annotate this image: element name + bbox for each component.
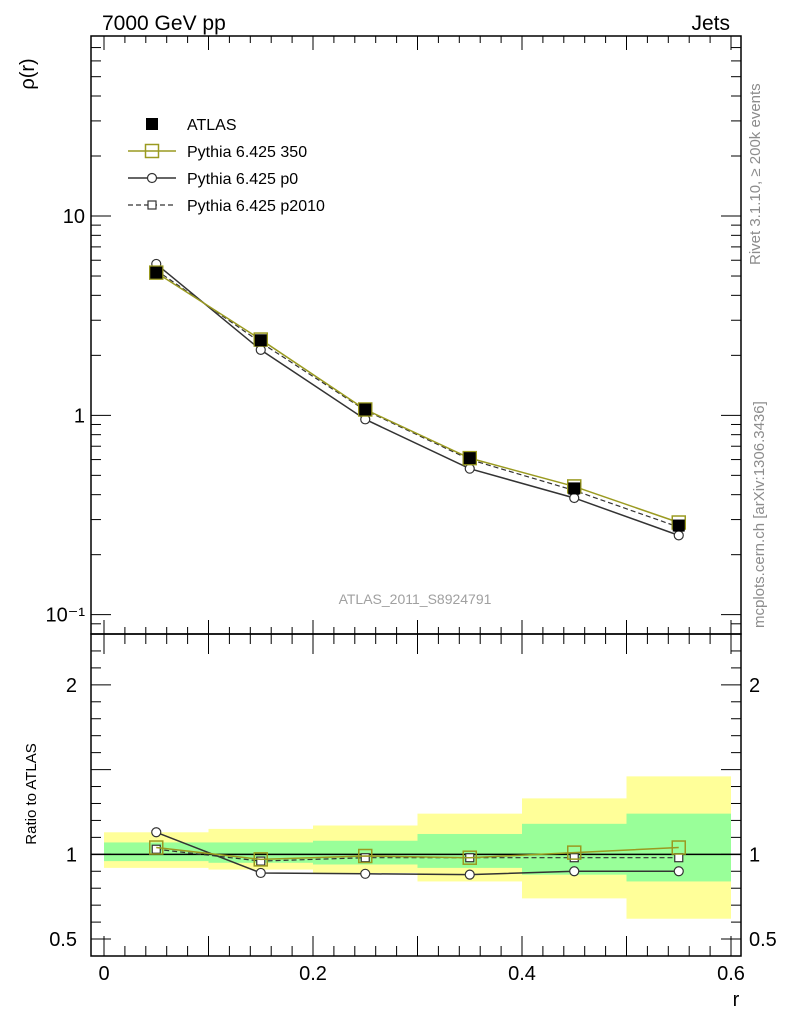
ratio-series-line-pythia350 <box>156 846 679 861</box>
ratio-point-pythia_p0-0 <box>151 827 162 838</box>
ratio-y-tick-label-right: 2 <box>749 675 760 697</box>
ratio-point-pythia350-2 <box>358 848 373 864</box>
ratio-point-pythia_p0-2 <box>360 868 371 879</box>
mcplots-label: mcplots.cern.ch [arXiv:1306.3436] <box>751 401 768 628</box>
main-point-pythia_p0-4 <box>569 492 580 504</box>
legend-label-pythia_p2010: Pythia 6.425 p2010 <box>187 198 325 215</box>
ratio-y-tick-label-left: 2 <box>66 675 77 697</box>
ratio-y-tick-label-left: 1 <box>66 844 77 866</box>
main-plot-panel: 10 1 10⁻¹ ρ(r) ATLAS_2011_S8924791 ATLAS Py… <box>17 35 742 635</box>
ratio-point-pythia_p2010-5 <box>674 853 684 863</box>
ratio-point-pythia350-3 <box>462 850 477 865</box>
main-point-atlas-3 <box>463 452 476 465</box>
ratio-x-tick-label: 0.2 <box>299 963 327 985</box>
main-point-atlas-0 <box>150 266 163 279</box>
main-y-tick-label: 10 <box>63 206 85 228</box>
ratio-y-tick-label-right: 1 <box>749 844 760 866</box>
legend-label-atlas: ATLAS <box>187 117 237 134</box>
ratio-point-pythia_p2010-1 <box>256 856 266 866</box>
ratio-point-pythia_p0-4 <box>569 866 580 877</box>
legend-label-pythia350: Pythia 6.425 350 <box>187 144 307 161</box>
ratio-point-pythia350-0 <box>149 840 164 855</box>
header-right-title: Jets <box>691 12 730 35</box>
ratio-point-pythia350-5 <box>671 840 686 855</box>
analysis-label: ATLAS_2011_S8924791 <box>339 591 492 607</box>
legend: ATLAS Pythia 6.425 350 Pythia 6.425 p0 Pyth… <box>128 117 325 215</box>
rivet-version-label: Rivet 3.1.10, ≥ 200k events <box>747 83 764 265</box>
ratio-point-pythia_p2010-0 <box>151 844 161 854</box>
main-y-tick-label: 1 <box>74 405 85 427</box>
main-series-line-pythia350 <box>155 271 679 524</box>
main-series-line-pythia_p0 <box>155 263 680 537</box>
uncertainty-band-inner-2 <box>313 840 418 865</box>
ratio-point-pythia_p0-3 <box>464 869 475 880</box>
main-point-pythia350-2 <box>358 402 373 417</box>
header-left-title: 7000 GeV pp <box>102 12 226 35</box>
main-point-pythia_p0-3 <box>464 463 475 474</box>
x-axis-label: r <box>733 989 740 1011</box>
ratio-point-pythia_p2010-2 <box>360 853 370 863</box>
main-y-axis-label: ρ(r) <box>17 58 39 89</box>
ratio-x-tick-label: 0.4 <box>508 963 536 985</box>
ratio-x-tick-label: 0 <box>98 963 109 985</box>
main-y-tick-label: 10⁻¹ <box>46 605 86 627</box>
ratio-series-line-pythia_p2010 <box>156 848 679 862</box>
ratio-point-pythia_p0-1 <box>255 867 266 879</box>
main-point-atlas-4 <box>568 482 581 495</box>
ratio-y-axis-label: Ratio to ATLAS <box>23 743 40 844</box>
ratio-point-pythia_p0-5 <box>673 866 684 877</box>
legend-label-pythia_p0: Pythia 6.425 p0 <box>187 171 298 188</box>
main-point-atlas-5 <box>672 519 685 532</box>
legend-marker-pythia_p2010 <box>147 200 157 210</box>
ratio-point-pythia350-1 <box>253 852 268 867</box>
main-point-pythia350-3 <box>462 450 477 466</box>
ratio-x-tick-label: 0.6 <box>717 963 745 985</box>
main-point-pythia350-0 <box>149 265 164 280</box>
ratio-series-line-pythia_p0 <box>155 831 679 876</box>
ratio-point-pythia350-4 <box>567 845 582 860</box>
main-point-atlas-1 <box>254 334 267 347</box>
main-point-pythia_p0-5 <box>673 530 684 541</box>
ratio-plot-panel: 2 2 1 1 0.5 0.5 0 0.2 0.4 0.6 Ratio to ATLAS r <box>23 633 777 1011</box>
ratio-y-tick-label-left: 0.5 <box>49 929 77 951</box>
legend-marker-pythia_p0 <box>146 172 158 184</box>
ratio-plot-frame <box>90 633 742 957</box>
main-point-atlas-2 <box>359 403 372 416</box>
ratio-point-pythia_p2010-4 <box>569 853 579 863</box>
main-series-line-pythia_p2010 <box>155 269 679 528</box>
legend-marker-atlas <box>146 118 158 130</box>
ratio-y-tick-label-right: 0.5 <box>749 929 777 951</box>
legend-marker-pythia350 <box>144 143 160 159</box>
